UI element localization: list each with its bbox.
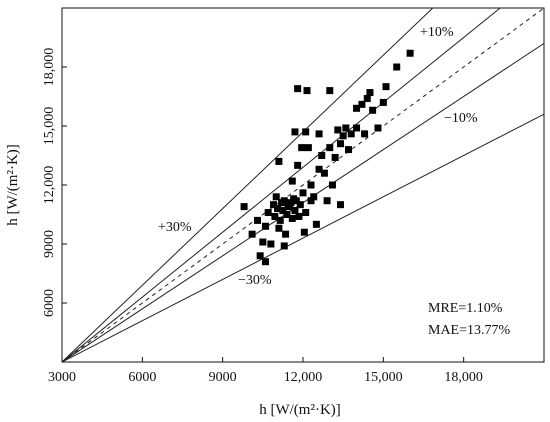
data-point — [280, 197, 288, 205]
x-tick-label: 9000 — [209, 370, 237, 385]
data-point — [283, 211, 291, 218]
data-point — [303, 87, 311, 95]
data-point — [280, 242, 288, 250]
reference-line-4 — [62, 113, 544, 362]
data-point — [334, 126, 342, 134]
data-point — [342, 124, 350, 132]
data-point — [294, 161, 302, 169]
data-point — [326, 87, 334, 95]
data-point — [275, 157, 283, 165]
data-point — [312, 220, 320, 228]
x-tick-label: 15,000 — [364, 370, 403, 385]
data-point — [347, 130, 355, 138]
y-axis-label: h [W/(m²·K)] — [5, 144, 21, 226]
axis-ticks: 3000 6000 9000 12,000 15,000 18,000 6000 9000 12… — [42, 48, 483, 385]
data-point — [336, 140, 344, 148]
data-point — [296, 201, 304, 209]
data-point — [393, 63, 401, 71]
ref-label-minus-30: −30% — [238, 273, 272, 288]
y-tick-label: 9000 — [42, 230, 57, 258]
x-axis-label: h [W/(m²·K)] — [259, 402, 341, 418]
data-point — [264, 209, 272, 217]
data-point — [240, 203, 248, 211]
data-point — [282, 230, 290, 238]
data-point — [259, 238, 267, 246]
data-point — [299, 189, 307, 197]
data-point — [300, 228, 308, 236]
data-point — [328, 181, 336, 189]
data-point — [248, 230, 256, 238]
data-point — [256, 252, 264, 260]
data-point — [318, 152, 326, 159]
data-point — [361, 130, 369, 138]
data-point — [262, 258, 270, 266]
data-point — [323, 197, 331, 205]
data-points — [240, 49, 414, 266]
x-tick-label: 3000 — [48, 370, 76, 385]
y-tick-label: 18,000 — [42, 48, 57, 87]
data-point — [315, 165, 323, 173]
data-point — [288, 214, 296, 222]
data-point — [315, 130, 323, 138]
data-point — [345, 146, 353, 154]
data-point — [271, 212, 279, 220]
data-point — [363, 94, 371, 102]
x-tick-label: 12,000 — [284, 370, 323, 385]
data-point — [276, 216, 284, 224]
data-point — [374, 124, 382, 132]
data-point — [366, 89, 374, 97]
reference-line-1 — [62, 8, 501, 362]
data-point — [339, 132, 347, 140]
data-point — [379, 98, 387, 106]
y-tick-label: 6000 — [42, 289, 57, 317]
data-point — [272, 193, 280, 201]
data-point — [358, 100, 366, 108]
data-point — [406, 49, 414, 57]
data-point — [320, 169, 328, 177]
data-point — [307, 197, 315, 205]
data-point — [262, 222, 270, 230]
data-point — [267, 240, 275, 248]
data-point — [353, 124, 361, 132]
data-point — [326, 144, 334, 152]
ref-label-plus-10: +10% — [420, 25, 454, 40]
data-point — [331, 153, 339, 161]
data-point — [307, 181, 315, 189]
data-point — [294, 85, 302, 93]
data-point — [275, 224, 283, 232]
data-point — [302, 128, 310, 136]
data-point — [295, 212, 303, 220]
data-point — [382, 83, 390, 91]
data-point — [253, 216, 261, 224]
data-point — [310, 193, 318, 201]
data-point — [302, 209, 310, 217]
y-tick-label: 15,000 — [42, 107, 57, 146]
mae-annotation: MAE=13.77% — [428, 323, 511, 338]
data-point — [279, 207, 287, 215]
data-point — [286, 203, 294, 211]
y-tick-label: 12,000 — [42, 166, 57, 205]
x-tick-label: 18,000 — [444, 370, 483, 385]
data-point — [292, 197, 300, 205]
data-point — [291, 207, 299, 215]
ref-label-minus-10: −10% — [444, 111, 478, 126]
x-tick-label: 6000 — [128, 370, 156, 385]
data-point — [274, 205, 282, 213]
data-point — [287, 199, 295, 207]
data-point — [291, 128, 299, 136]
data-point — [298, 144, 306, 152]
ref-label-plus-30: +30% — [158, 220, 192, 235]
data-point — [336, 201, 344, 209]
data-point — [304, 144, 312, 152]
reference-line-0 — [62, 8, 544, 362]
mre-annotation: MRE=1.10% — [428, 301, 503, 316]
data-point — [288, 177, 296, 185]
data-point — [270, 201, 278, 209]
data-point — [353, 104, 361, 112]
data-point — [369, 106, 377, 114]
